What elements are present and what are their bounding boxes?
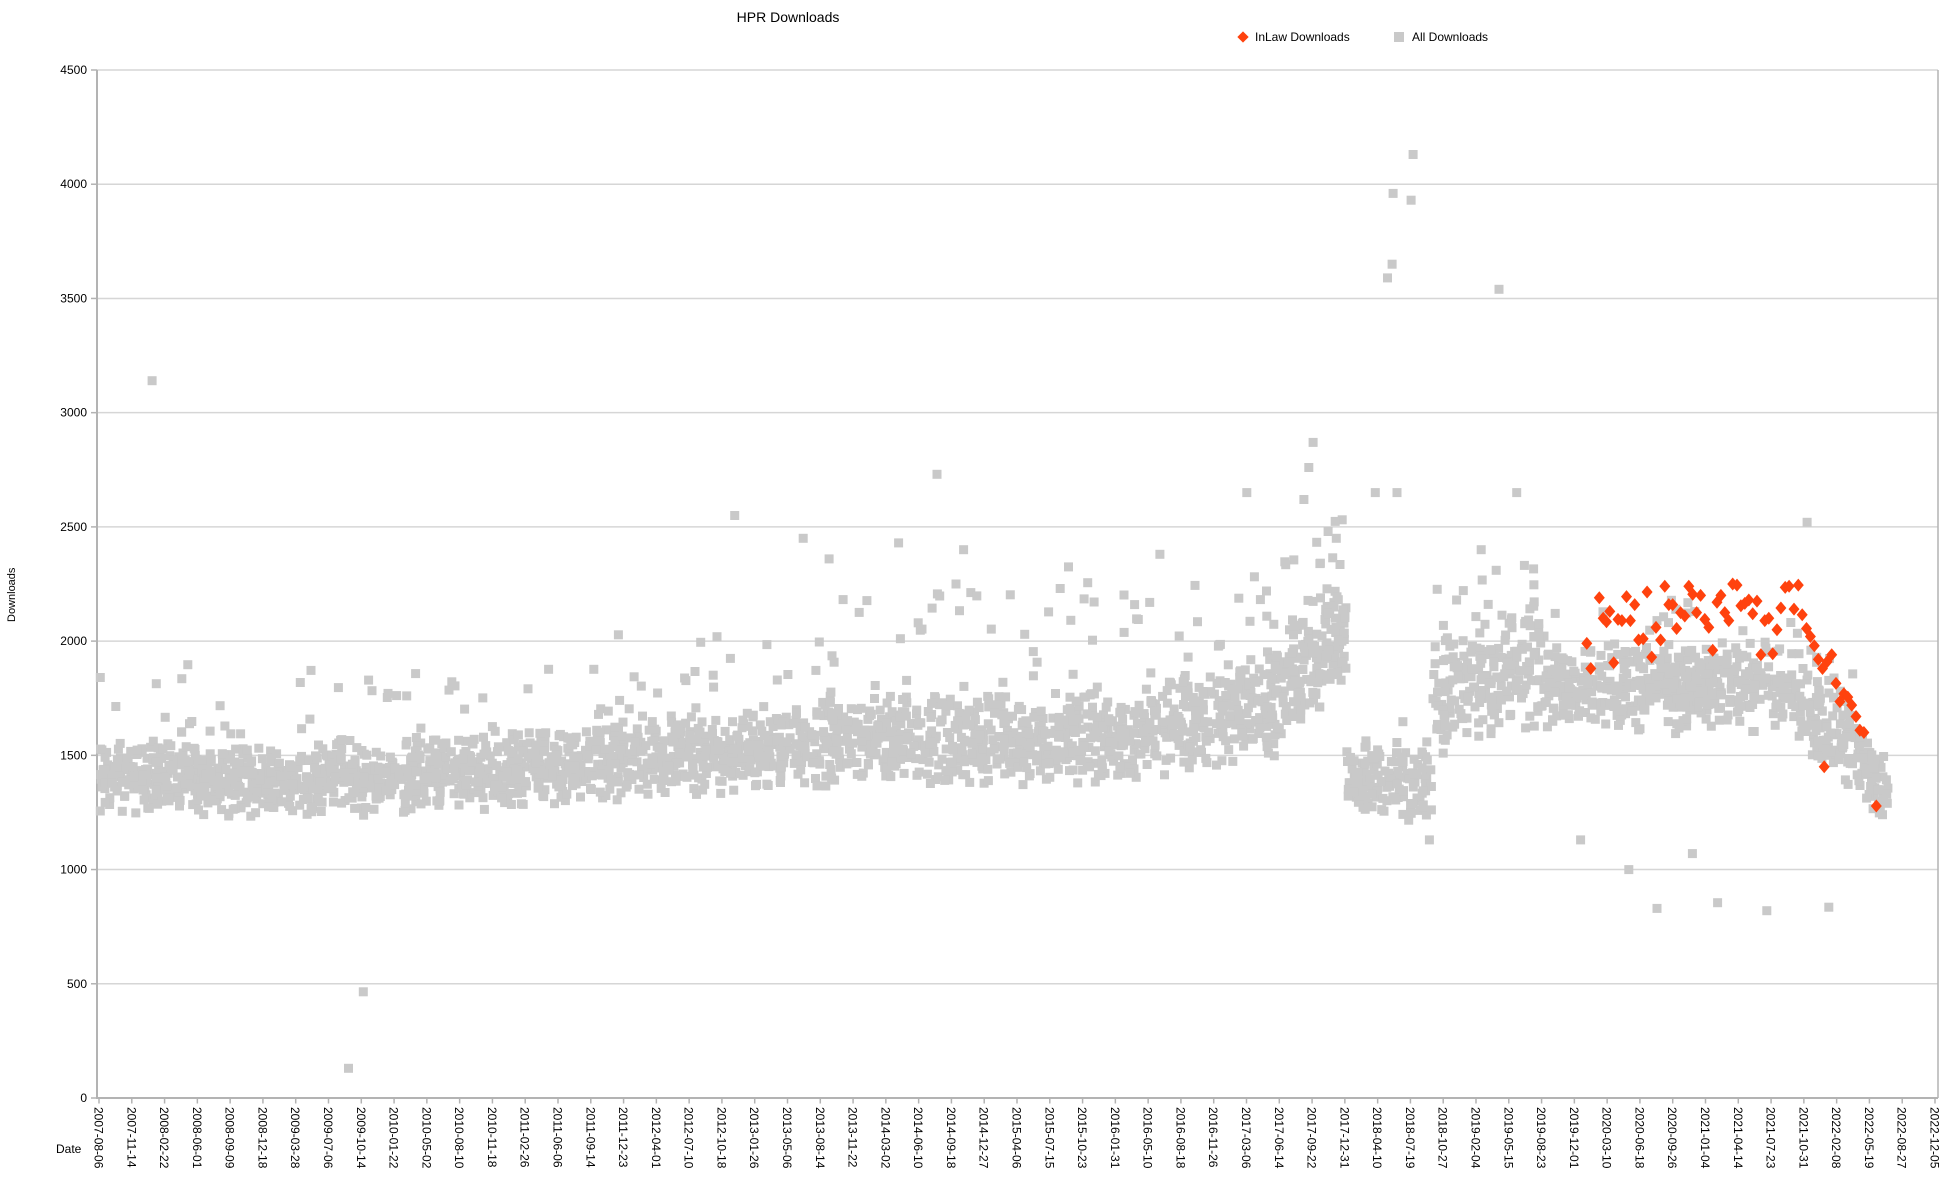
svg-text:2010-08-10: 2010-08-10 [452,1107,466,1169]
svg-text:2016-01-31: 2016-01-31 [1108,1107,1122,1169]
svg-text:2011-06-06: 2011-06-06 [551,1107,565,1168]
svg-text:2013-08-14: 2013-08-14 [813,1107,827,1169]
svg-text:2015-04-06: 2015-04-06 [1010,1107,1024,1169]
svg-text:2008-12-18: 2008-12-18 [255,1107,269,1169]
svg-text:2022-02-08: 2022-02-08 [1829,1107,1843,1169]
svg-text:2009-03-28: 2009-03-28 [288,1107,302,1169]
svg-text:2012-07-10: 2012-07-10 [682,1107,696,1169]
svg-text:2009-10-14: 2009-10-14 [354,1107,368,1169]
x-axis-title: Date [56,1142,82,1156]
svg-text:2018-07-19: 2018-07-19 [1403,1107,1417,1169]
svg-text:2013-01-26: 2013-01-26 [747,1107,761,1169]
svg-text:2008-02-22: 2008-02-22 [157,1107,171,1169]
svg-text:2021-04-14: 2021-04-14 [1731,1107,1745,1169]
legend-label-inlaw-downloads: InLaw Downloads [1255,30,1350,44]
svg-text:2021-07-23: 2021-07-23 [1764,1107,1778,1169]
svg-text:4500: 4500 [60,63,87,77]
svg-text:2019-08-23: 2019-08-23 [1534,1107,1548,1169]
square-marker-icon [1394,32,1404,42]
svg-text:2018-04-10: 2018-04-10 [1370,1107,1384,1169]
all-downloads-points [95,150,1893,1073]
chart-title: HPR Downloads [736,9,840,25]
svg-text:2017-03-06: 2017-03-06 [1239,1107,1253,1169]
svg-text:2012-04-01: 2012-04-01 [649,1107,663,1169]
y-axis-ticks [91,69,97,1099]
svg-text:2017-12-31: 2017-12-31 [1337,1107,1351,1169]
svg-text:2008-06-01: 2008-06-01 [190,1107,204,1169]
svg-text:2012-10-18: 2012-10-18 [714,1107,728,1169]
svg-text:3000: 3000 [60,406,87,420]
svg-text:2010-11-18: 2010-11-18 [485,1107,499,1168]
svg-text:2013-05-06: 2013-05-06 [780,1107,794,1169]
svg-text:2020-03-10: 2020-03-10 [1600,1107,1614,1169]
svg-text:2008-09-09: 2008-09-09 [223,1107,237,1169]
y-axis-labels: 0 500 1000 1500 2000 2500 3000 3500 4000 4500 [60,63,87,1105]
svg-text:4000: 4000 [60,177,87,191]
svg-text:2017-09-22: 2017-09-22 [1305,1107,1319,1169]
svg-text:2015-07-15: 2015-07-15 [1042,1107,1056,1169]
svg-text:0: 0 [80,1091,87,1105]
svg-text:2009-07-06: 2009-07-06 [321,1107,335,1169]
svg-text:2022-12-05: 2022-12-05 [1928,1107,1942,1169]
svg-text:2014-06-10: 2014-06-10 [911,1107,925,1169]
svg-text:2021-01-04: 2021-01-04 [1698,1107,1712,1169]
svg-text:2019-05-15: 2019-05-15 [1501,1107,1515,1169]
svg-text:2014-09-18: 2014-09-18 [944,1107,958,1169]
svg-text:2010-01-22: 2010-01-22 [387,1107,401,1169]
svg-text:2011-02-26: 2011-02-26 [518,1107,532,1168]
svg-text:2019-02-04: 2019-02-04 [1469,1107,1483,1169]
svg-text:2016-05-10: 2016-05-10 [1141,1107,1155,1169]
svg-text:2014-12-27: 2014-12-27 [977,1107,991,1169]
svg-text:2020-09-26: 2020-09-26 [1665,1107,1679,1169]
svg-text:2021-10-31: 2021-10-31 [1796,1107,1810,1169]
svg-text:2020-06-18: 2020-06-18 [1632,1107,1646,1169]
svg-text:2010-05-02: 2010-05-02 [419,1107,433,1169]
svg-text:2019-12-01: 2019-12-01 [1567,1107,1581,1169]
svg-text:1000: 1000 [60,863,87,877]
svg-text:2016-11-26: 2016-11-26 [1206,1107,1220,1168]
svg-text:2022-05-19: 2022-05-19 [1862,1107,1876,1169]
svg-text:2013-11-22: 2013-11-22 [846,1107,860,1168]
svg-text:2015-10-23: 2015-10-23 [1075,1107,1089,1169]
svg-text:2016-08-18: 2016-08-18 [1173,1107,1187,1169]
svg-text:2500: 2500 [60,520,87,534]
svg-text:500: 500 [67,977,87,991]
svg-text:2000: 2000 [60,634,87,648]
legend-item-all-downloads: All Downloads [1394,30,1488,44]
gridlines [97,69,1938,985]
svg-text:2022-08-27: 2022-08-27 [1895,1107,1909,1169]
svg-text:3500: 3500 [60,291,87,305]
legend-item-inlaw-downloads: InLaw Downloads [1237,30,1350,44]
svg-text:2011-09-14: 2011-09-14 [583,1107,597,1168]
legend-label-all-downloads: All Downloads [1412,30,1489,44]
svg-text:2007-08-06: 2007-08-06 [92,1107,106,1169]
svg-text:2011-12-23: 2011-12-23 [616,1107,630,1168]
svg-text:2007-11-14: 2007-11-14 [124,1107,138,1168]
x-axis-labels: 2007-08-06 2007-11-14 2008-02-22 2008-06-01… [92,1107,1942,1169]
svg-text:1500: 1500 [60,748,87,762]
svg-text:2014-03-02: 2014-03-02 [878,1107,892,1169]
inlaw-downloads-points [1581,577,1882,813]
svg-text:2018-10-27: 2018-10-27 [1436,1107,1450,1169]
svg-text:2017-06-14: 2017-06-14 [1272,1107,1286,1169]
x-axis-ticks [98,1098,1936,1104]
